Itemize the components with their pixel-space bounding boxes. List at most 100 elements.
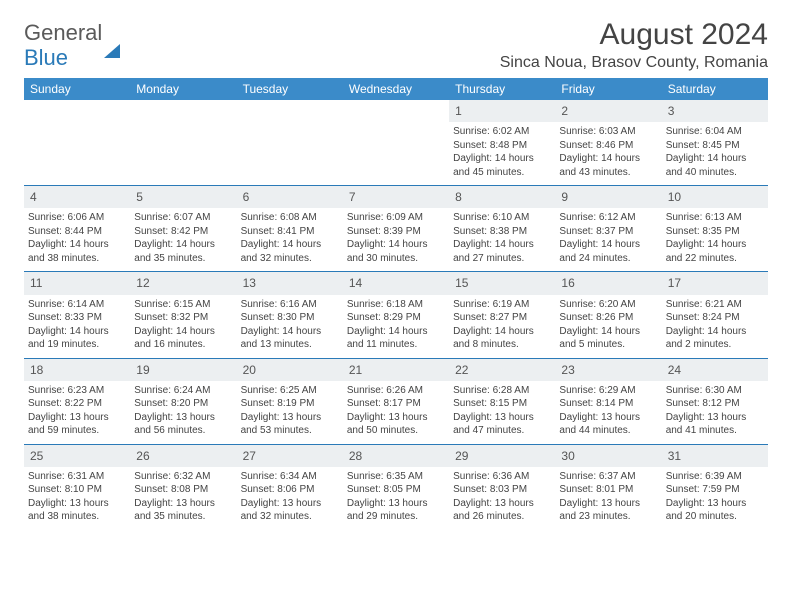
day-detail-cell: Sunrise: 6:37 AMSunset: 8:01 PMDaylight:… [555,467,661,530]
sunrise-text: Sunrise: 6:34 AM [241,470,339,484]
sunset-text: Sunset: 8:48 PM [453,139,551,153]
day-detail-row: Sunrise: 6:02 AMSunset: 8:48 PM Daylight:… [24,122,768,186]
sunset-text: Sunset: 8:38 PM [453,225,551,239]
day-number-cell: 9 [555,186,661,209]
sunset-text: Sunset: 8:20 PM [134,397,232,411]
sunset-text: Sunset: 8:42 PM [134,225,232,239]
daylight-text: Daylight: 14 hours and 2 minutes. [666,325,764,352]
sunrise-text: Sunrise: 6:04 AM [666,125,764,139]
sunrise-text: Sunrise: 6:15 AM [134,298,232,312]
day-detail-cell: Sunrise: 6:16 AMSunset: 8:30 PMDaylight:… [237,295,343,359]
sunset-text: Sunset: 8:37 PM [559,225,657,239]
sunrise-text: Sunrise: 6:06 AM [28,211,126,225]
day-number-cell [24,100,130,122]
day-number-cell: 3 [662,100,768,122]
day-detail-row: Sunrise: 6:06 AMSunset: 8:44 PM Daylight:… [24,208,768,272]
day-number-cell: 28 [343,444,449,467]
day-detail-cell: Sunrise: 6:24 AMSunset: 8:20 PMDaylight:… [130,381,236,445]
sunset-text: Sunset: 8:39 PM [347,225,445,239]
weekday-header-row: SundayMondayTuesdayWednesdayThursdayFrid… [24,78,768,100]
day-number-cell: 1 [449,100,555,122]
daylight-text: Daylight: 14 hours and 5 minutes. [559,325,657,352]
logo: General Blue [24,22,120,71]
weekday-header: Thursday [449,78,555,100]
day-number-cell: 5 [130,186,236,209]
day-number-cell: 13 [237,272,343,295]
sunrise-text: Sunrise: 6:09 AM [347,211,445,225]
sunrise-text: Sunrise: 6:32 AM [134,470,232,484]
logo-text-general: General [24,20,102,45]
day-number-cell: 16 [555,272,661,295]
day-detail-cell: Sunrise: 6:35 AMSunset: 8:05 PMDaylight:… [343,467,449,530]
day-detail-cell: Sunrise: 6:10 AMSunset: 8:38 PMDaylight:… [449,208,555,272]
daylight-text: Daylight: 13 hours and 59 minutes. [28,411,126,438]
sunrise-text: Sunrise: 6:18 AM [347,298,445,312]
day-detail-cell: Sunrise: 6:21 AMSunset: 8:24 PMDaylight:… [662,295,768,359]
daylight-text: Daylight: 13 hours and 47 minutes. [453,411,551,438]
sunset-text: Sunset: 8:14 PM [559,397,657,411]
sunset-text: Sunset: 8:44 PM [28,225,126,239]
day-number-cell: 22 [449,358,555,381]
day-number-cell: 29 [449,444,555,467]
location-text: Sinca Noua, Brasov County, Romania [500,54,768,72]
daylight-text: Daylight: 14 hours and 13 minutes. [241,325,339,352]
daylight-text: Daylight: 13 hours and 35 minutes. [134,497,232,524]
day-detail-row: Sunrise: 6:23 AMSunset: 8:22 PMDaylight:… [24,381,768,445]
day-number-cell: 6 [237,186,343,209]
daylight-text: Daylight: 14 hours and 43 minutes. [559,152,657,179]
day-number-cell: 19 [130,358,236,381]
day-detail-cell: Sunrise: 6:39 AMSunset: 7:59 PMDaylight:… [662,467,768,530]
sunset-text: Sunset: 8:24 PM [666,311,764,325]
sunrise-text: Sunrise: 6:20 AM [559,298,657,312]
day-detail-cell: Sunrise: 6:07 AMSunset: 8:42 PMDaylight:… [130,208,236,272]
sunset-text: Sunset: 8:03 PM [453,483,551,497]
daylight-text: Daylight: 13 hours and 32 minutes. [241,497,339,524]
day-detail-cell: Sunrise: 6:31 AMSunset: 8:10 PMDaylight:… [24,467,130,530]
daylight-text: Daylight: 14 hours and 24 minutes. [559,238,657,265]
sunrise-text: Sunrise: 6:24 AM [134,384,232,398]
daylight-text: Daylight: 14 hours and 8 minutes. [453,325,551,352]
day-detail-cell: Sunrise: 6:20 AMSunset: 8:26 PMDaylight:… [555,295,661,359]
day-detail-cell: Sunrise: 6:08 AMSunset: 8:41 PMDaylight:… [237,208,343,272]
day-number-cell: 30 [555,444,661,467]
day-detail-cell: Sunrise: 6:36 AMSunset: 8:03 PMDaylight:… [449,467,555,530]
daylight-text: Daylight: 14 hours and 16 minutes. [134,325,232,352]
day-number-cell [343,100,449,122]
sunset-text: Sunset: 8:10 PM [28,483,126,497]
day-number-cell: 2 [555,100,661,122]
sunset-text: Sunset: 8:19 PM [241,397,339,411]
day-detail-cell: Sunrise: 6:04 AMSunset: 8:45 PMDaylight:… [662,122,768,186]
sunset-text: Sunset: 8:08 PM [134,483,232,497]
daylight-text: Daylight: 14 hours and 27 minutes. [453,238,551,265]
day-number-cell: 11 [24,272,130,295]
day-detail-cell: Sunrise: 6:02 AMSunset: 8:48 PMDaylight:… [449,122,555,186]
day-detail-cell: Sunrise: 6:25 AMSunset: 8:19 PMDaylight:… [237,381,343,445]
daylight-text: Daylight: 14 hours and 32 minutes. [241,238,339,265]
sunset-text: Sunset: 8:27 PM [453,311,551,325]
daylight-text: Daylight: 13 hours and 44 minutes. [559,411,657,438]
day-number-cell: 27 [237,444,343,467]
month-title: August 2024 [500,18,768,52]
day-number-row: 11121314151617 [24,272,768,295]
day-number-row: 45678910 [24,186,768,209]
day-number-cell [130,100,236,122]
day-number-cell: 18 [24,358,130,381]
sunset-text: Sunset: 8:15 PM [453,397,551,411]
weekday-header: Wednesday [343,78,449,100]
sunrise-text: Sunrise: 6:30 AM [666,384,764,398]
title-block: August 2024 Sinca Noua, Brasov County, R… [500,18,768,72]
sunset-text: Sunset: 8:32 PM [134,311,232,325]
sunrise-text: Sunrise: 6:02 AM [453,125,551,139]
logo-text-block: General Blue [24,22,120,71]
weekday-header: Monday [130,78,236,100]
day-detail-cell [24,122,130,186]
day-detail-cell: Sunrise: 6:30 AMSunset: 8:12 PMDaylight:… [662,381,768,445]
sunrise-text: Sunrise: 6:35 AM [347,470,445,484]
day-detail-cell: Sunrise: 6:03 AMSunset: 8:46 PMDaylight:… [555,122,661,186]
day-detail-cell: Sunrise: 6:19 AMSunset: 8:27 PMDaylight:… [449,295,555,359]
day-detail-cell: Sunrise: 6:28 AMSunset: 8:15 PMDaylight:… [449,381,555,445]
day-detail-cell: Sunrise: 6:09 AMSunset: 8:39 PMDaylight:… [343,208,449,272]
day-number-cell: 14 [343,272,449,295]
sunrise-text: Sunrise: 6:23 AM [28,384,126,398]
day-detail-row: Sunrise: 6:14 AMSunset: 8:33 PMDaylight:… [24,295,768,359]
